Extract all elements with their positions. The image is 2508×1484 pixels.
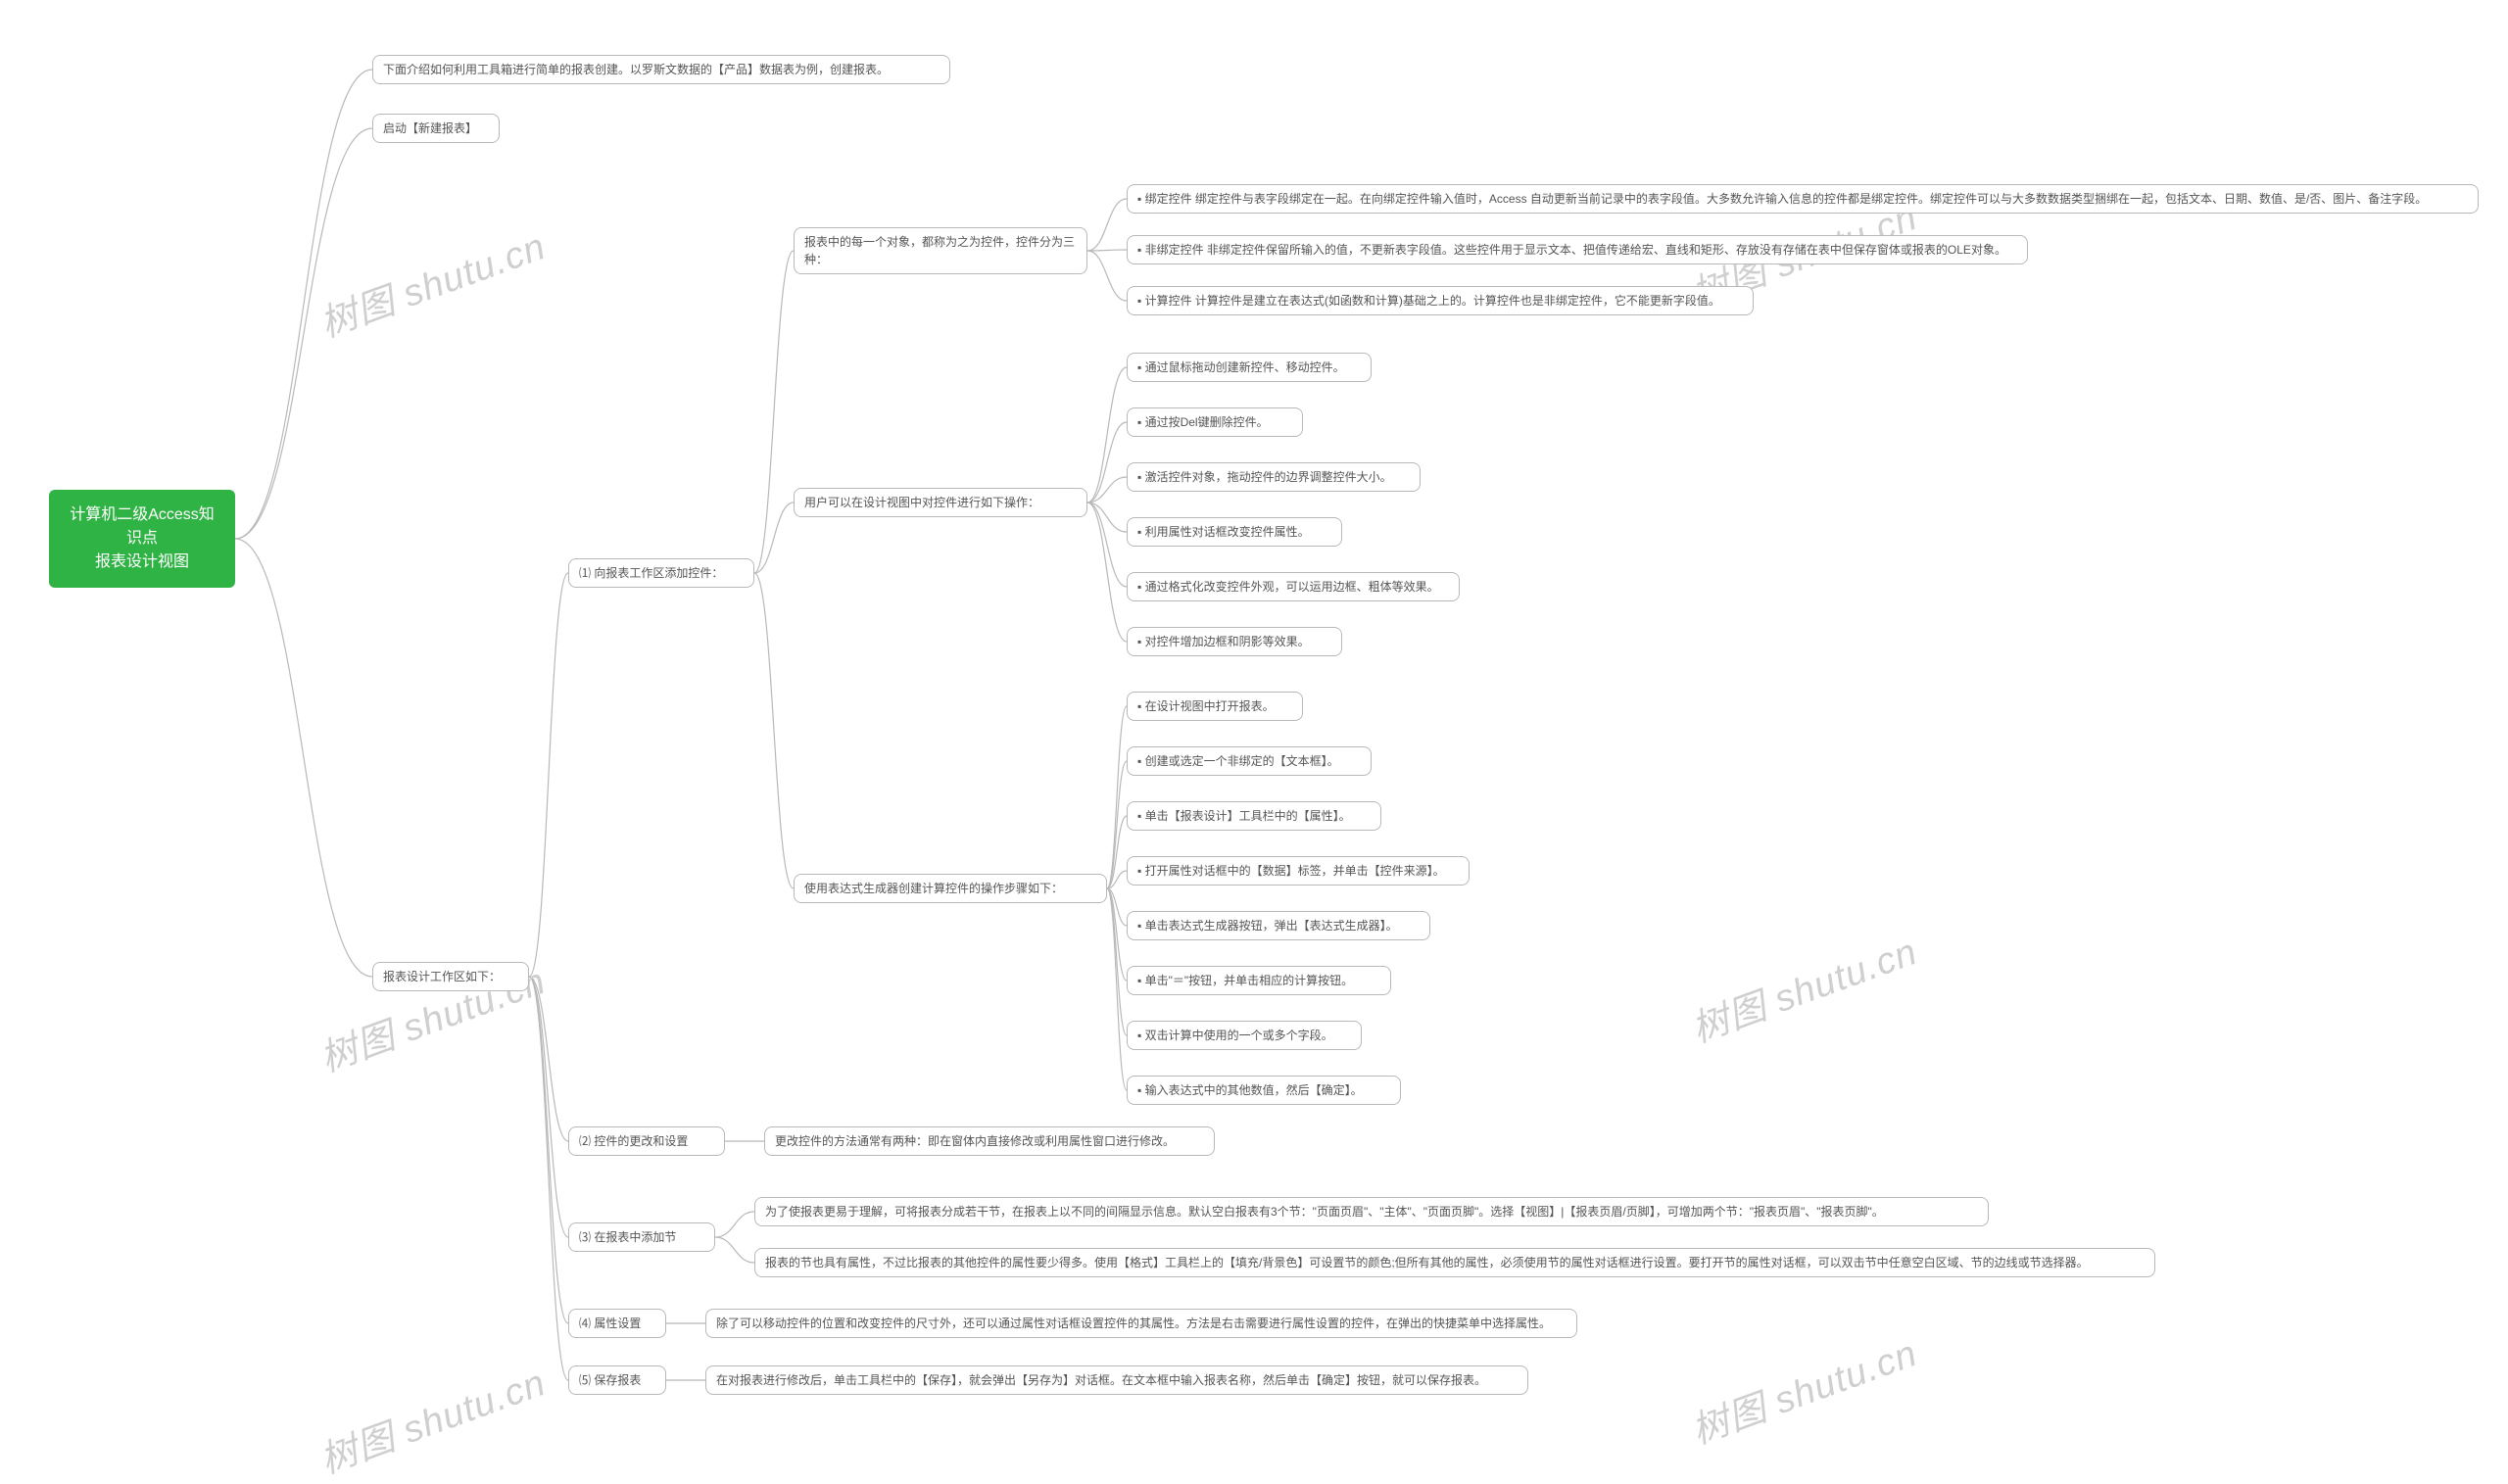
connector-layer xyxy=(0,0,2508,1461)
watermark: 树图 shutu.cn xyxy=(1683,1322,1923,1454)
node-workarea[interactable]: 报表设计工作区如下： xyxy=(372,962,529,991)
node-s1c4[interactable]: ▪ 打开属性对话框中的【数据】标签，并单击【控件来源】。 xyxy=(1127,856,1470,886)
node-s1a2[interactable]: ▪ 非绑定控件 非绑定控件保留所输入的值，不更新表字段值。这些控件用于显示文本、… xyxy=(1127,235,2028,264)
node-s5[interactable]: ⑸ 保存报表 xyxy=(568,1365,666,1395)
node-s2[interactable]: ⑵ 控件的更改和设置 xyxy=(568,1126,725,1156)
node-s1c6[interactable]: ▪ 单击"＝"按钮，并单击相应的计算按钮。 xyxy=(1127,966,1391,995)
node-s1c8[interactable]: ▪ 输入表达式中的其他数值，然后【确定】。 xyxy=(1127,1076,1401,1105)
node-s1b[interactable]: 用户可以在设计视图中对控件进行如下操作： xyxy=(794,488,1087,517)
node-s3a[interactable]: 为了使报表更易于理解，可将报表分成若干节，在报表上以不同的间隔显示信息。默认空白… xyxy=(754,1197,1989,1226)
node-s1c7[interactable]: ▪ 双击计算中使用的一个或多个字段。 xyxy=(1127,1021,1362,1050)
mindmap-canvas: 树图 shutu.cn 树图 shutu.cn 树图 shutu.cn 树图 s… xyxy=(0,0,2508,1461)
node-s1c1[interactable]: ▪ 在设计视图中打开报表。 xyxy=(1127,692,1303,721)
node-s1b6[interactable]: ▪ 对控件增加边框和阴影等效果。 xyxy=(1127,627,1342,656)
node-s1b3[interactable]: ▪ 激活控件对象，拖动控件的边界调整控件大小。 xyxy=(1127,462,1421,492)
root-line2: 报表设计视图 xyxy=(67,551,217,574)
node-s1c3[interactable]: ▪ 单击【报表设计】工具栏中的【属性】。 xyxy=(1127,801,1381,831)
node-s4[interactable]: ⑷ 属性设置 xyxy=(568,1309,666,1338)
root-node[interactable]: 计算机二级Access知识点 报表设计视图 xyxy=(49,490,235,588)
node-s1b1[interactable]: ▪ 通过鼠标拖动创建新控件、移动控件。 xyxy=(1127,353,1372,382)
node-start[interactable]: 启动【新建报表】 xyxy=(372,114,500,143)
node-intro[interactable]: 下面介绍如何利用工具箱进行简单的报表创建。以罗斯文数据的【产品】数据表为例，创建… xyxy=(372,55,950,84)
node-s1a1[interactable]: ▪ 绑定控件 绑定控件与表字段绑定在一起。在向绑定控件输入值时，Access 自… xyxy=(1127,184,2479,214)
node-s1c2[interactable]: ▪ 创建或选定一个非绑定的【文本框】。 xyxy=(1127,746,1372,776)
watermark: 树图 shutu.cn xyxy=(312,1352,552,1483)
node-s4a[interactable]: 除了可以移动控件的位置和改变控件的尺寸外，还可以通过属性对话框设置控件的其属性。… xyxy=(705,1309,1577,1338)
watermark: 树图 shutu.cn xyxy=(1683,921,1923,1052)
node-s1c5[interactable]: ▪ 单击表达式生成器按钮，弹出【表达式生成器】。 xyxy=(1127,911,1430,940)
node-s1c[interactable]: 使用表达式生成器创建计算控件的操作步骤如下： xyxy=(794,874,1107,903)
node-s1[interactable]: ⑴ 向报表工作区添加控件： xyxy=(568,558,754,588)
watermark: 树图 shutu.cn xyxy=(312,215,552,347)
root-line1: 计算机二级Access知识点 xyxy=(67,503,217,551)
node-s3[interactable]: ⑶ 在报表中添加节 xyxy=(568,1222,715,1252)
node-s1b5[interactable]: ▪ 通过格式化改变控件外观，可以运用边框、粗体等效果。 xyxy=(1127,572,1460,601)
node-s1a[interactable]: 报表中的每一个对象，都称为之为控件，控件分为三种： xyxy=(794,227,1087,274)
node-s1b2[interactable]: ▪ 通过按Del键删除控件。 xyxy=(1127,407,1303,437)
node-s3b[interactable]: 报表的节也具有属性，不过比报表的其他控件的属性要少得多。使用【格式】工具栏上的【… xyxy=(754,1248,2155,1277)
node-s2a[interactable]: 更改控件的方法通常有两种：即在窗体内直接修改或利用属性窗口进行修改。 xyxy=(764,1126,1215,1156)
node-s5a[interactable]: 在对报表进行修改后，单击工具栏中的【保存】，就会弹出【另存为】对话框。在文本框中… xyxy=(705,1365,1528,1395)
node-s1a3[interactable]: ▪ 计算控件 计算控件是建立在表达式(如函数和计算)基础之上的。计算控件也是非绑… xyxy=(1127,286,1754,315)
node-s1b4[interactable]: ▪ 利用属性对话框改变控件属性。 xyxy=(1127,517,1342,547)
